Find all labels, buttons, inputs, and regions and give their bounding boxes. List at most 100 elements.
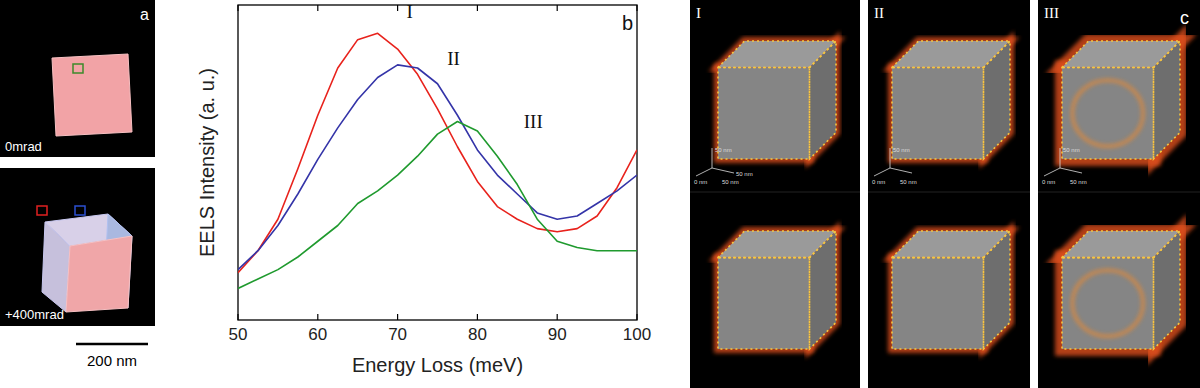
cube-face: [892, 258, 984, 349]
sim-column: II50 nm50 nm0 nm: [868, 0, 1030, 388]
x-tick: [557, 314, 558, 320]
scale-label: 50 nm: [900, 179, 917, 185]
face-mode: [1072, 80, 1143, 146]
field-edge: [984, 41, 1011, 159]
x-tick-label: 100: [623, 325, 651, 344]
cube-face: [892, 68, 984, 160]
curve-label: III: [524, 111, 543, 132]
field-edge: [892, 68, 984, 160]
curve-label: I: [406, 1, 412, 22]
cube-face: [718, 68, 810, 160]
cube-face: [810, 41, 837, 159]
field-glow: [892, 68, 984, 160]
x-tick-label: 50: [229, 325, 248, 344]
x-tick: [477, 5, 478, 11]
field-glow: [1062, 68, 1154, 160]
divider: [690, 192, 860, 193]
field-edge: [718, 41, 836, 68]
panel-label: b: [622, 12, 633, 34]
cube-face: [718, 258, 810, 349]
face-mode: [1072, 270, 1143, 336]
field-edge: [892, 258, 984, 349]
curve-label: II: [447, 48, 460, 69]
scale-axis: [1060, 168, 1082, 173]
divider: [1038, 192, 1200, 193]
sim-background: [1038, 0, 1200, 388]
x-axis-label: Energy Loss (meV): [352, 354, 523, 376]
scale-axis: [1060, 148, 1061, 168]
column-label: II: [874, 5, 884, 21]
panel-label: c: [1180, 8, 1189, 28]
probe-green: [73, 64, 83, 73]
field-edge: [1154, 231, 1181, 349]
x-tick-label: 60: [308, 325, 327, 344]
field-glow: [718, 68, 810, 160]
field-edge: [1062, 258, 1154, 349]
scale-label: 50 nm: [722, 179, 739, 185]
series-group: [238, 33, 637, 288]
cube-face: [1154, 231, 1181, 349]
field-edge: [892, 231, 1010, 258]
sim-column: I50 nm50 nm0 nm50 nm: [690, 0, 860, 388]
scale-label: 0 nm: [872, 179, 885, 185]
image-top: [0, 0, 155, 157]
image-bottom: [0, 168, 155, 326]
x-tick: [397, 5, 398, 11]
field-edge: [1062, 68, 1154, 160]
x-tick: [317, 314, 318, 320]
y-axis-label: EELS Intensity (a. u.): [196, 68, 218, 257]
scale-label: 50 nm: [1063, 147, 1080, 153]
divider: [868, 192, 1030, 193]
probe-blue: [75, 206, 85, 215]
field-edge: [718, 258, 810, 349]
x-tick: [397, 314, 398, 320]
scale-axis: [890, 148, 891, 168]
field-glow: [718, 258, 810, 349]
x-tick: [557, 5, 558, 11]
x-tick: [477, 314, 478, 320]
field-edge: [1062, 41, 1180, 68]
scale-axis: [712, 168, 734, 173]
panel-c: I50 nm50 nm0 nm50 nmII50 nm50 nm0 nmIII5…: [690, 0, 1200, 388]
panel-b: 5060708090100IIIIIIbEnergy Loss (meV)EEL…: [196, 1, 651, 376]
cube-face: [810, 231, 837, 349]
sim-background: [690, 0, 860, 388]
scale-bar: [76, 343, 148, 346]
field-edge: [718, 68, 810, 160]
particle-face-front: [66, 236, 132, 312]
caption: +400mrad: [5, 307, 64, 322]
panel-label: a: [140, 6, 149, 23]
field-edge: [810, 41, 837, 159]
scale-label: 50 nm: [736, 171, 753, 177]
series-line: [238, 33, 637, 272]
column-label: III: [1044, 5, 1059, 21]
field-glow: [892, 258, 984, 349]
field-glow: [1062, 258, 1154, 349]
scale-label: 0 nm: [1042, 179, 1055, 185]
series-line: [238, 122, 637, 289]
scale-axis: [712, 148, 713, 168]
x-tick-label: 80: [468, 325, 487, 344]
caption: 0mrad: [5, 139, 42, 154]
cube-face: [984, 41, 1011, 159]
particle-face-left: [42, 222, 70, 312]
scale-label: 50 nm: [715, 147, 732, 153]
probe-red: [37, 206, 47, 215]
x-tick-label: 90: [548, 325, 567, 344]
sim-column: III 50 nm 50 nm 0 nm: [1038, 0, 1200, 388]
scale-axis: [696, 168, 712, 176]
scale-label: 50 nm: [1070, 179, 1087, 185]
x-tick-label: 70: [388, 325, 407, 344]
scale-bar-label: 200 nm: [87, 352, 137, 369]
sim-background: [868, 0, 1030, 388]
field-edge: [984, 231, 1011, 349]
plot-frame: [238, 5, 637, 320]
panel-a: a 0mrad +400mrad 200 nm: [0, 0, 155, 369]
scale-axis: [874, 168, 890, 176]
series-line: [238, 65, 637, 270]
field-edge: [1062, 231, 1180, 258]
x-tick: [317, 5, 318, 11]
cube-face: [1154, 41, 1181, 159]
cube-face: [1062, 68, 1154, 160]
field-edge: [1154, 41, 1181, 159]
